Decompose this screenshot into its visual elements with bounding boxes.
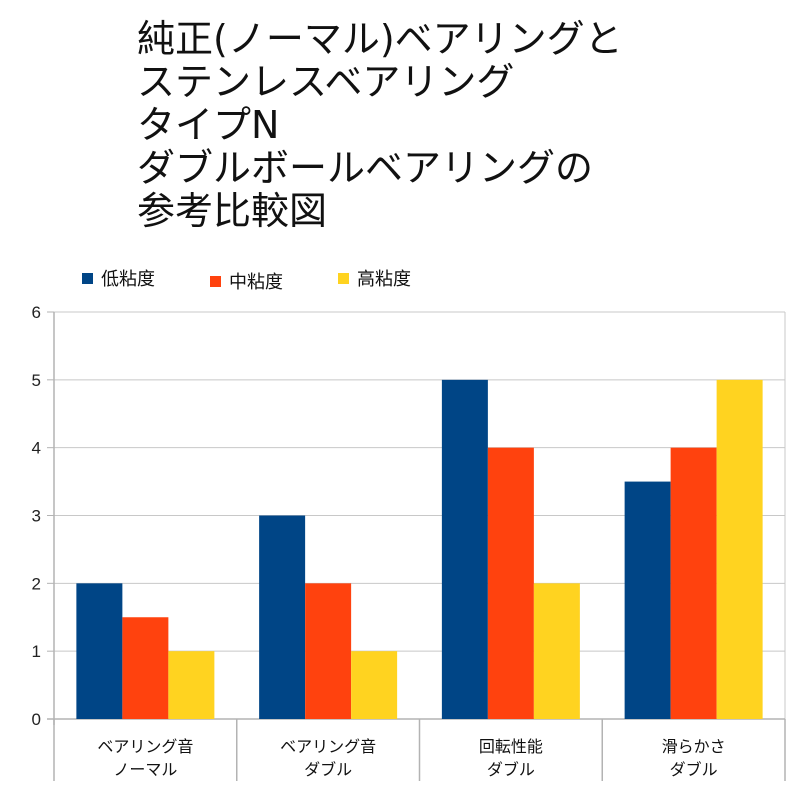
legend-label-high: 高粘度	[357, 269, 411, 290]
y-tick-label: 2	[32, 574, 41, 593]
bar	[533, 583, 580, 719]
bar	[351, 651, 398, 719]
y-tick-label: 3	[32, 507, 41, 526]
title-line-5: 参考比較図	[137, 189, 328, 233]
legend: 低粘度 中粘度 高粘度	[0, 265, 800, 293]
x-tick-label: ダブル	[670, 760, 718, 779]
legend-item-mid: 中粘度	[210, 268, 283, 294]
y-tick-label: 1	[32, 642, 41, 661]
legend-swatch-low	[82, 272, 93, 284]
bar	[259, 515, 306, 719]
y-tick-label: 4	[32, 439, 41, 458]
bar	[716, 379, 763, 719]
bar	[168, 651, 215, 719]
title-line-1: 純正(ノーマル)ベアリングと	[137, 17, 623, 61]
title-line-2: ステンレスベアリング	[137, 60, 515, 104]
title-line-3: タイプN	[137, 103, 280, 147]
title-line-4: ダブルボールベアリングの	[137, 146, 594, 190]
bar	[441, 379, 488, 719]
x-tick-label: ダブル	[487, 760, 535, 779]
x-tick-label: ノーマル	[113, 760, 177, 779]
legend-item-low: 低粘度	[82, 265, 155, 291]
y-tick-label: 0	[32, 710, 41, 729]
x-tick-label: ベアリング音	[97, 737, 193, 756]
bar	[670, 447, 717, 719]
x-tick-label: 滑らかさ	[662, 737, 726, 756]
bar	[624, 481, 671, 719]
y-tick-label: 5	[32, 371, 41, 390]
legend-swatch-high	[338, 272, 349, 284]
bar	[76, 583, 123, 719]
y-tick-label: 6	[32, 303, 41, 322]
chart-title: 純正(ノーマル)ベアリングと ステンレスベアリング タイプN ダブルボールベアリ…	[137, 18, 623, 233]
x-tick-label: 回転性能	[479, 737, 543, 756]
legend-swatch-mid	[210, 275, 221, 287]
legend-label-mid: 中粘度	[229, 272, 283, 293]
bar	[305, 583, 352, 719]
x-tick-label: ベアリング音	[280, 737, 376, 756]
legend-label-low: 低粘度	[101, 269, 155, 290]
legend-item-high: 高粘度	[338, 265, 411, 291]
bar	[122, 617, 169, 719]
x-tick-label: ダブル	[304, 760, 352, 779]
bar	[487, 447, 534, 719]
